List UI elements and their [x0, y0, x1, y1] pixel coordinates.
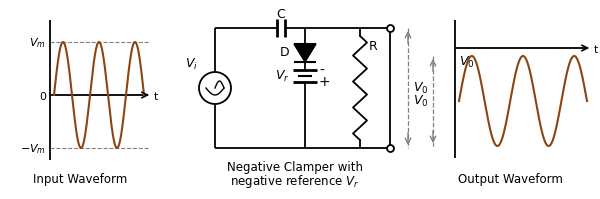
Text: Output Waveform: Output Waveform — [458, 174, 562, 186]
Text: $V_0$: $V_0$ — [413, 94, 429, 108]
Text: $V_0$: $V_0$ — [413, 80, 428, 96]
Text: Negative Clamper with: Negative Clamper with — [227, 162, 363, 175]
Text: $V_r$: $V_r$ — [275, 68, 290, 84]
Text: 0: 0 — [39, 92, 46, 102]
Text: t: t — [594, 45, 598, 55]
Text: +: + — [319, 75, 331, 89]
Text: R: R — [368, 39, 377, 53]
Text: Input Waveform: Input Waveform — [33, 174, 127, 186]
Text: C: C — [277, 9, 286, 21]
Text: negative reference $V_r$: negative reference $V_r$ — [230, 174, 359, 190]
Polygon shape — [294, 44, 316, 62]
Text: $V_i$: $V_i$ — [185, 57, 197, 72]
Text: $V_m$: $V_m$ — [29, 36, 46, 50]
Text: $V_0$: $V_0$ — [459, 55, 475, 69]
Text: D: D — [280, 47, 289, 60]
Text: -: - — [319, 64, 324, 78]
Text: $-V_m$: $-V_m$ — [20, 142, 46, 156]
Text: t: t — [154, 92, 158, 102]
